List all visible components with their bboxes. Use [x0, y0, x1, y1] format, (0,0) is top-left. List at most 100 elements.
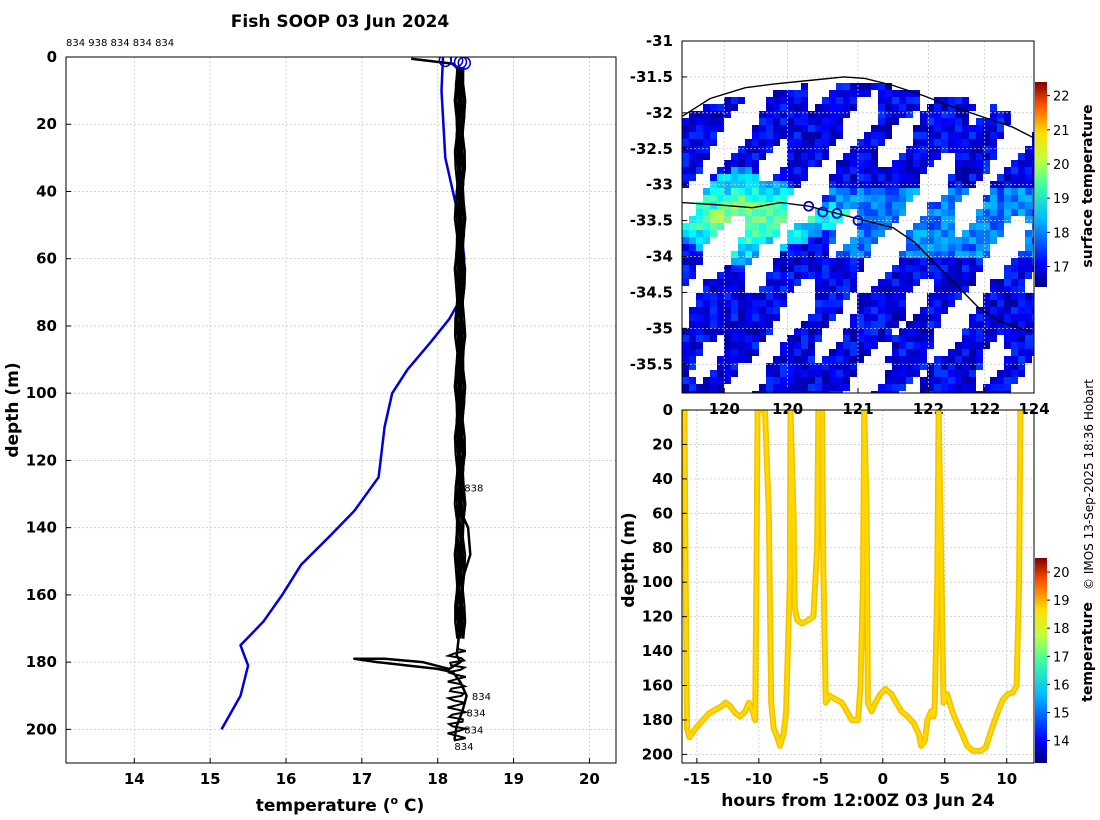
sst-cell: [941, 216, 948, 223]
sst-cell: [836, 104, 843, 111]
sst-cell: [780, 272, 787, 279]
sst-cell: [787, 97, 794, 104]
sst-cell: [766, 307, 773, 314]
sst-cell: [899, 174, 906, 181]
sst-cell: [892, 111, 899, 118]
sst-cell: [773, 174, 780, 181]
sst-cell: [808, 342, 815, 349]
sst-cell: [871, 188, 878, 195]
colorbar-tick-label: 21: [1053, 124, 1070, 139]
sst-cell: [983, 342, 990, 349]
sst-cell: [801, 321, 808, 328]
sst-cell: [738, 356, 745, 363]
sst-cell: [1032, 146, 1034, 153]
sst-cell: [787, 111, 794, 118]
sst-cell: [913, 160, 920, 167]
sst-cell: [759, 230, 766, 237]
sst-cell: [913, 146, 920, 153]
sst-cell: [717, 384, 724, 391]
sst-cell: [892, 174, 899, 181]
sst-cell: [801, 223, 808, 230]
sst-cell: [815, 286, 822, 293]
sst-cell: [794, 356, 801, 363]
sst-cell: [773, 90, 780, 97]
sst-cell: [934, 118, 941, 125]
sst-cell: [997, 181, 1004, 188]
sst-cell: [913, 97, 920, 104]
sst-cell: [822, 272, 829, 279]
y-axis-ticks: -31-31.5-32-32.5-33-33.5-34-34.5-35-35.5: [630, 32, 687, 373]
sst-cell: [969, 377, 976, 384]
sst-cell: [983, 202, 990, 209]
sst-cell: [948, 146, 955, 153]
sst-cell: [780, 111, 787, 118]
sst-cell: [773, 363, 780, 370]
temperature-trace-highlight: [683, 410, 1022, 753]
sst-cell: [983, 335, 990, 342]
sst-cell: [1032, 251, 1034, 258]
sst-cell: [962, 181, 969, 188]
sst-cell: [745, 174, 752, 181]
sst-cell: [969, 265, 976, 272]
sst-cell: [794, 265, 801, 272]
sst-cell: [703, 307, 710, 314]
sst-cell: [1018, 356, 1025, 363]
sst-cell: [892, 118, 899, 125]
sst-cell: [913, 139, 920, 146]
sst-cell: [941, 202, 948, 209]
x-tick-label: 120: [709, 400, 740, 418]
sst-cell: [997, 174, 1004, 181]
sst-cell: [941, 230, 948, 237]
sst-cell: [976, 251, 983, 258]
sst-cell: [983, 384, 990, 391]
sst-cell: [983, 132, 990, 139]
sst-cell: [773, 202, 780, 209]
sst-cell: [871, 307, 878, 314]
sst-cell: [899, 279, 906, 286]
sst-cell: [787, 90, 794, 97]
sst-cell: [836, 391, 843, 393]
colorbar-tick-label: 18: [1053, 622, 1070, 637]
sst-cell: [815, 139, 822, 146]
sst-cell: [1025, 342, 1032, 349]
sst-cell: [990, 223, 997, 230]
sst-cell: [850, 160, 857, 167]
sst-cell: [731, 349, 738, 356]
sst-cell: [885, 279, 892, 286]
sst-cell: [703, 118, 710, 125]
sst-cell: [787, 349, 794, 356]
sst-cell: [1011, 286, 1018, 293]
sst-cell: [745, 342, 752, 349]
sst-cell: [710, 223, 717, 230]
sst-cell: [927, 370, 934, 377]
sst-cell: [745, 146, 752, 153]
copyright-note: © IMOS 13-Sep-2025 18:36 Hobart: [1082, 379, 1096, 590]
sst-cell: [934, 272, 941, 279]
sst-cell: [983, 125, 990, 132]
sst-cell: [927, 321, 934, 328]
sst-cell: [850, 188, 857, 195]
sst-cell: [962, 125, 969, 132]
sst-cell: [745, 321, 752, 328]
sst-cell: [906, 188, 913, 195]
sst-cell: [689, 160, 696, 167]
station-marker: [817, 206, 829, 218]
sst-cell: [829, 356, 836, 363]
x-tick-label: -10: [745, 770, 772, 788]
sst-cell: [738, 307, 745, 314]
colorbar-tick-label: 15: [1053, 706, 1070, 721]
sst-cell: [983, 391, 990, 393]
sst-cell: [766, 188, 773, 195]
sst-cell: [752, 216, 759, 223]
sst-cell: [738, 293, 745, 300]
sst-cell: [1025, 195, 1032, 202]
sst-cell: [857, 195, 864, 202]
temperature-colorbar: [1035, 558, 1047, 763]
sst-cell: [948, 188, 955, 195]
sst-cell: [731, 321, 738, 328]
sst-cell: [1004, 384, 1011, 391]
sst-cell: [899, 111, 906, 118]
sst-cell: [920, 237, 927, 244]
sst-cell: [990, 188, 997, 195]
sst-cell: [948, 195, 955, 202]
